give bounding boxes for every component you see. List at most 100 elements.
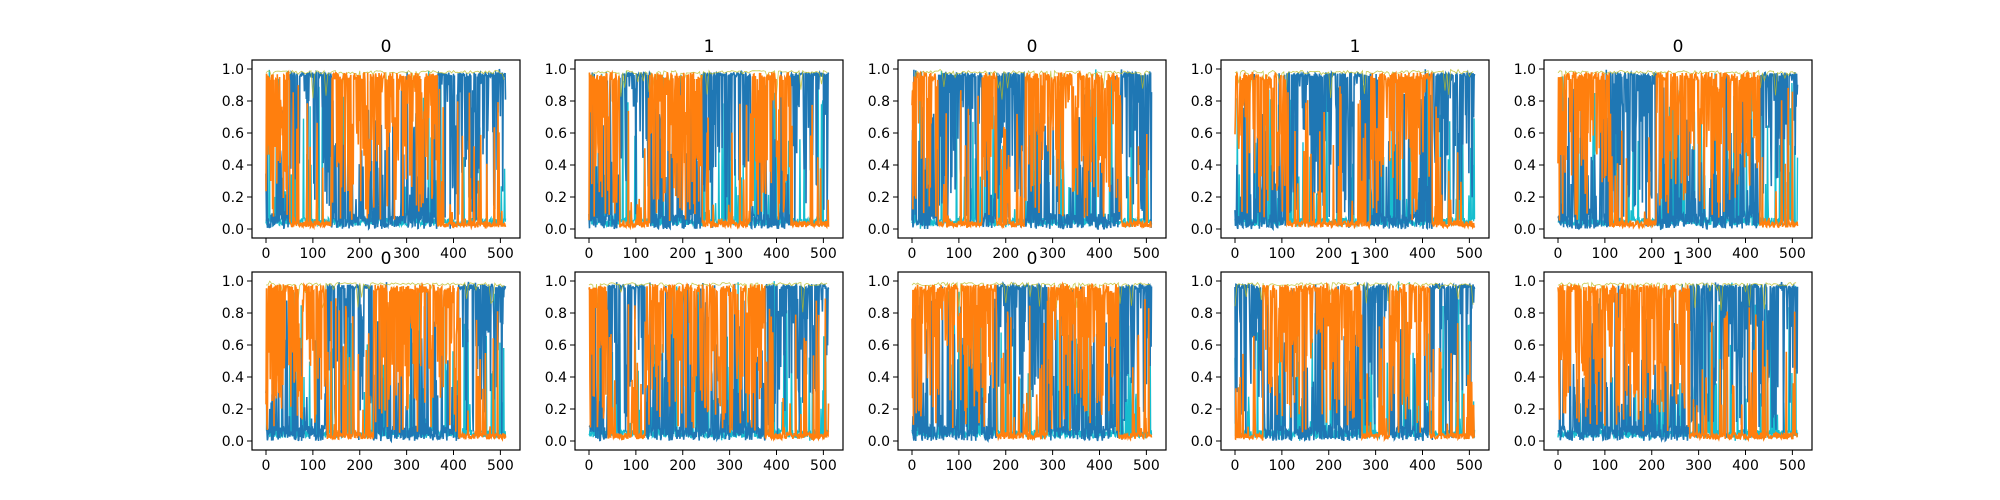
x-tick-label: 400	[763, 246, 790, 262]
y-tick-label: 0.4	[1514, 158, 1536, 174]
x-tick-label: 500	[1779, 246, 1806, 262]
x-tick-label: 0	[1231, 458, 1240, 474]
y-tick-label: 0.0	[1191, 222, 1213, 238]
series-olive-line	[1557, 281, 1797, 311]
y-tick-label: 0.0	[868, 222, 890, 238]
x-tick-label: 0	[585, 458, 594, 474]
plot-area	[1557, 69, 1799, 231]
x-tick-label: 100	[300, 458, 327, 474]
y-tick-label: 0.2	[545, 402, 567, 418]
x-tick-label: 500	[487, 246, 514, 262]
series-b-line	[911, 70, 1152, 230]
subplot-5: 0 0 100 200 300 400 500 0.0 0.2 0.4 0.6 0.8 1.0	[222, 249, 521, 474]
x-tick-label: 300	[1362, 246, 1389, 262]
plot-area	[911, 68, 1153, 230]
y-tick-label: 0.2	[868, 402, 890, 418]
y-tick-label: 0.0	[1191, 434, 1213, 450]
x-tick-label: 0	[262, 458, 271, 474]
y-tick-label: 0.8	[545, 94, 567, 110]
subplot-6: 1 0 100 200 300 400 500 0.0 0.2 0.4 0.6 0.8 1.0	[545, 249, 844, 474]
x-tick-label: 500	[1456, 246, 1483, 262]
plot-area	[265, 68, 507, 231]
y-tick-label: 0.4	[868, 158, 890, 174]
x-tick-label: 0	[1554, 458, 1563, 474]
subplot-8: 1 0 100 200 300 400 500 0.0 0.2 0.4 0.6 0.8 1.0	[1191, 249, 1490, 474]
x-tick-label: 100	[1592, 458, 1619, 474]
x-tick-label: 500	[810, 458, 837, 474]
x-tick-label: 500	[487, 458, 514, 474]
x-tick-label: 0	[908, 458, 917, 474]
axes-frame	[251, 59, 521, 239]
y-tick-label: 0.4	[1191, 158, 1213, 174]
y-tick-label: 0.0	[1514, 434, 1536, 450]
subplot-title: 0	[1027, 37, 1038, 57]
x-tick-label: 300	[1039, 458, 1066, 474]
subplot-title: 1	[704, 37, 715, 57]
x-tick-label: 400	[1732, 246, 1759, 262]
y-tick-label: 1.0	[1514, 62, 1536, 78]
x-tick-label: 500	[1133, 458, 1160, 474]
x-tick-label: 300	[1685, 246, 1712, 262]
x-tick-label: 100	[1592, 246, 1619, 262]
y-tick-label: 0.4	[1191, 370, 1213, 386]
axes-frame	[251, 271, 521, 451]
y-tick-label: 0.0	[545, 434, 567, 450]
y-tick-label: 1.0	[545, 274, 567, 290]
y-tick-label: 0.2	[545, 190, 567, 206]
series-olive-line	[911, 68, 1151, 100]
x-tick-label: 200	[1315, 458, 1342, 474]
y-tick-label: 0.8	[1514, 306, 1536, 322]
subplot-title: 1	[1673, 249, 1684, 269]
axes-frame	[1220, 59, 1490, 239]
plot-area	[1234, 68, 1476, 232]
series-b-line	[588, 282, 830, 442]
series-olive-line	[1557, 69, 1797, 100]
x-tick-label: 100	[300, 246, 327, 262]
y-tick-label: 0.6	[545, 126, 567, 142]
y-tick-label: 0.8	[868, 306, 890, 322]
x-tick-label: 100	[623, 246, 650, 262]
x-tick-label: 400	[1409, 246, 1436, 262]
series-b-line	[911, 281, 1153, 442]
y-tick-label: 1.0	[868, 62, 890, 78]
plot-area	[265, 280, 507, 444]
y-tick-label: 1.0	[1191, 274, 1213, 290]
subplot-9: 1 0 100 200 300 400 500 0.0 0.2 0.4 0.6 0.8 1.0	[1514, 249, 1813, 474]
x-tick-label: 100	[1269, 458, 1296, 474]
y-tick-label: 1.0	[222, 274, 244, 290]
series-b-line	[265, 281, 507, 442]
axes-frame	[897, 271, 1167, 451]
axes-frame	[1543, 271, 1813, 451]
subplot-title: 1	[1350, 249, 1361, 269]
x-tick-label: 100	[623, 458, 650, 474]
x-tick-label: 100	[1269, 246, 1296, 262]
subplot-4: 0 0 100 200 300 400 500 0.0 0.2 0.4 0.6 0.8 1.0	[1514, 37, 1813, 262]
subplot-title: 1	[704, 249, 715, 269]
plot-area	[588, 69, 830, 231]
subplot-1: 1 0 100 200 300 400 500 0.0 0.2 0.4 0.6 0.8 1.0	[545, 37, 844, 262]
y-tick-label: 0.6	[222, 338, 244, 354]
x-tick-label: 400	[763, 458, 790, 474]
x-tick-label: 0	[585, 246, 594, 262]
y-tick-label: 1.0	[1514, 274, 1536, 290]
x-tick-label: 500	[1456, 458, 1483, 474]
y-tick-label: 0.2	[1191, 402, 1213, 418]
y-tick-label: 0.0	[222, 222, 244, 238]
y-tick-label: 0.4	[545, 370, 567, 386]
x-tick-label: 500	[1779, 458, 1806, 474]
y-tick-label: 0.6	[1514, 126, 1536, 142]
axes-frame	[897, 59, 1167, 239]
x-tick-label: 400	[1086, 246, 1113, 262]
axes-frame	[574, 59, 844, 239]
series-olive-line	[588, 282, 828, 313]
plot-area	[1557, 281, 1799, 443]
y-tick-label: 0.6	[545, 338, 567, 354]
y-tick-label: 0.8	[868, 94, 890, 110]
y-tick-label: 0.0	[868, 434, 890, 450]
x-tick-label: 0	[1231, 246, 1240, 262]
y-tick-label: 0.8	[222, 306, 244, 322]
y-tick-label: 0.4	[222, 158, 244, 174]
series-a-line	[265, 68, 507, 231]
subplot-title: 1	[1350, 37, 1361, 57]
